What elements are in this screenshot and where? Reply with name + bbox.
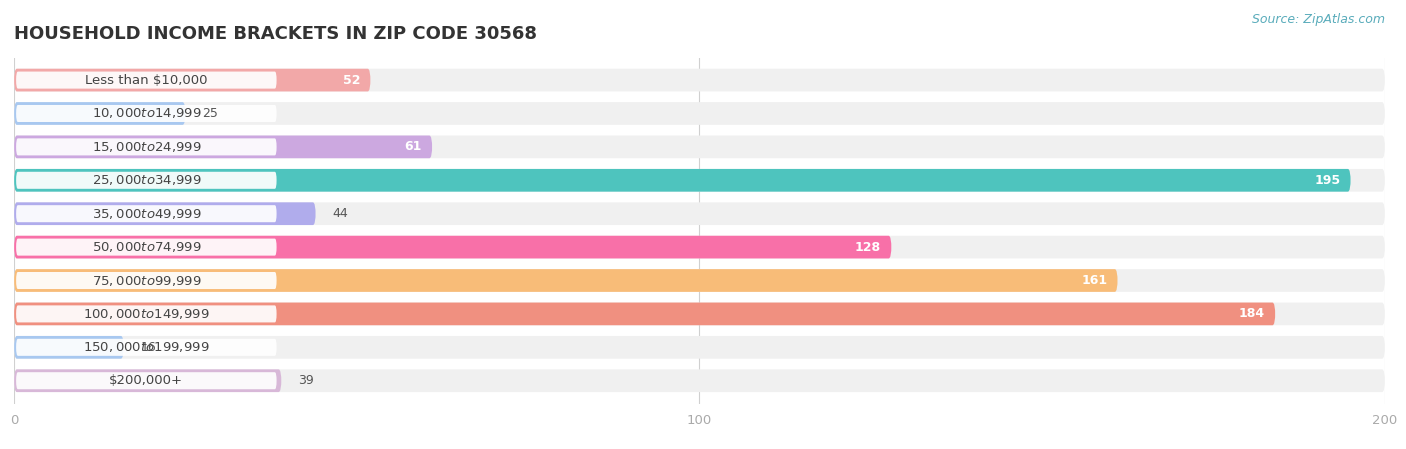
FancyBboxPatch shape <box>14 236 891 259</box>
FancyBboxPatch shape <box>14 336 124 359</box>
FancyBboxPatch shape <box>15 339 277 356</box>
FancyBboxPatch shape <box>15 305 277 322</box>
Text: $50,000 to $74,999: $50,000 to $74,999 <box>91 240 201 254</box>
FancyBboxPatch shape <box>15 372 277 389</box>
Text: 161: 161 <box>1081 274 1108 287</box>
FancyBboxPatch shape <box>14 102 1385 125</box>
FancyBboxPatch shape <box>14 69 1385 92</box>
Text: $10,000 to $14,999: $10,000 to $14,999 <box>91 106 201 120</box>
Text: Less than $10,000: Less than $10,000 <box>86 74 208 87</box>
FancyBboxPatch shape <box>15 105 277 122</box>
FancyBboxPatch shape <box>14 269 1385 292</box>
FancyBboxPatch shape <box>14 169 1351 192</box>
Text: 184: 184 <box>1239 308 1265 321</box>
FancyBboxPatch shape <box>15 238 277 255</box>
Text: 195: 195 <box>1315 174 1340 187</box>
FancyBboxPatch shape <box>14 136 432 158</box>
Text: HOUSEHOLD INCOME BRACKETS IN ZIP CODE 30568: HOUSEHOLD INCOME BRACKETS IN ZIP CODE 30… <box>14 25 537 43</box>
FancyBboxPatch shape <box>14 269 1118 292</box>
Text: $100,000 to $149,999: $100,000 to $149,999 <box>83 307 209 321</box>
FancyBboxPatch shape <box>14 236 1385 259</box>
Text: $35,000 to $49,999: $35,000 to $49,999 <box>91 207 201 221</box>
Text: $200,000+: $200,000+ <box>110 374 183 387</box>
FancyBboxPatch shape <box>14 202 315 225</box>
FancyBboxPatch shape <box>15 205 277 222</box>
FancyBboxPatch shape <box>14 136 1385 158</box>
Text: $150,000 to $199,999: $150,000 to $199,999 <box>83 340 209 354</box>
FancyBboxPatch shape <box>14 303 1385 325</box>
Text: $25,000 to $34,999: $25,000 to $34,999 <box>91 173 201 187</box>
FancyBboxPatch shape <box>15 272 277 289</box>
Text: 25: 25 <box>202 107 218 120</box>
Text: Source: ZipAtlas.com: Source: ZipAtlas.com <box>1251 13 1385 26</box>
FancyBboxPatch shape <box>15 172 277 189</box>
FancyBboxPatch shape <box>15 71 277 88</box>
Text: 39: 39 <box>298 374 315 387</box>
Text: 44: 44 <box>333 207 349 220</box>
Text: 61: 61 <box>405 141 422 154</box>
FancyBboxPatch shape <box>14 370 281 392</box>
Text: 52: 52 <box>343 74 360 87</box>
Text: 128: 128 <box>855 241 882 254</box>
FancyBboxPatch shape <box>14 370 1385 392</box>
FancyBboxPatch shape <box>14 336 1385 359</box>
FancyBboxPatch shape <box>15 138 277 155</box>
Text: $75,000 to $99,999: $75,000 to $99,999 <box>91 273 201 287</box>
Text: 16: 16 <box>141 341 156 354</box>
FancyBboxPatch shape <box>14 202 1385 225</box>
FancyBboxPatch shape <box>14 102 186 125</box>
FancyBboxPatch shape <box>14 303 1275 325</box>
FancyBboxPatch shape <box>14 169 1385 192</box>
Text: $15,000 to $24,999: $15,000 to $24,999 <box>91 140 201 154</box>
FancyBboxPatch shape <box>14 69 371 92</box>
